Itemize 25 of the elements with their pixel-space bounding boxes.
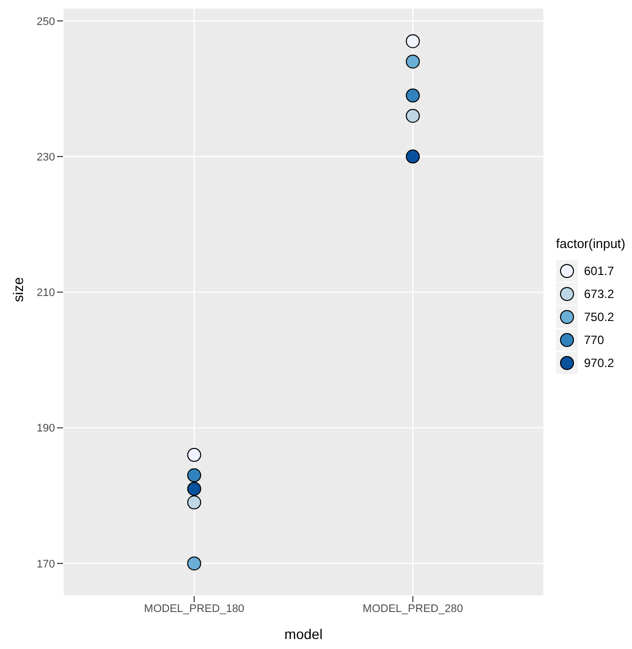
point xyxy=(406,150,420,164)
y-tick-label: 210 xyxy=(36,287,55,300)
y-tick-label: 230 xyxy=(36,151,55,164)
point xyxy=(187,556,202,570)
point xyxy=(406,34,420,48)
y-axis-title: size xyxy=(10,276,26,302)
point xyxy=(406,88,420,102)
legend-label: 770 xyxy=(584,332,604,346)
point xyxy=(187,495,202,510)
legend-label: 750.2 xyxy=(584,310,614,324)
x-tick-label: MODEL_PRED_180 xyxy=(144,602,244,615)
y-tick-label: 190 xyxy=(36,422,55,435)
x-axis-title: model xyxy=(284,626,323,642)
y-tick-label: 170 xyxy=(36,558,55,570)
point xyxy=(406,54,420,69)
point xyxy=(406,108,420,123)
point xyxy=(187,482,202,496)
legend-label: 601.7 xyxy=(584,264,614,278)
legend-label: 673.2 xyxy=(584,286,614,300)
legend-title: factor(input) xyxy=(556,236,626,251)
point xyxy=(187,468,202,482)
legend-label: 970.2 xyxy=(584,356,614,370)
point xyxy=(187,448,202,462)
x-tick-label: MODEL_PRED_280 xyxy=(362,602,463,615)
y-tick-label: 250 xyxy=(36,16,55,28)
